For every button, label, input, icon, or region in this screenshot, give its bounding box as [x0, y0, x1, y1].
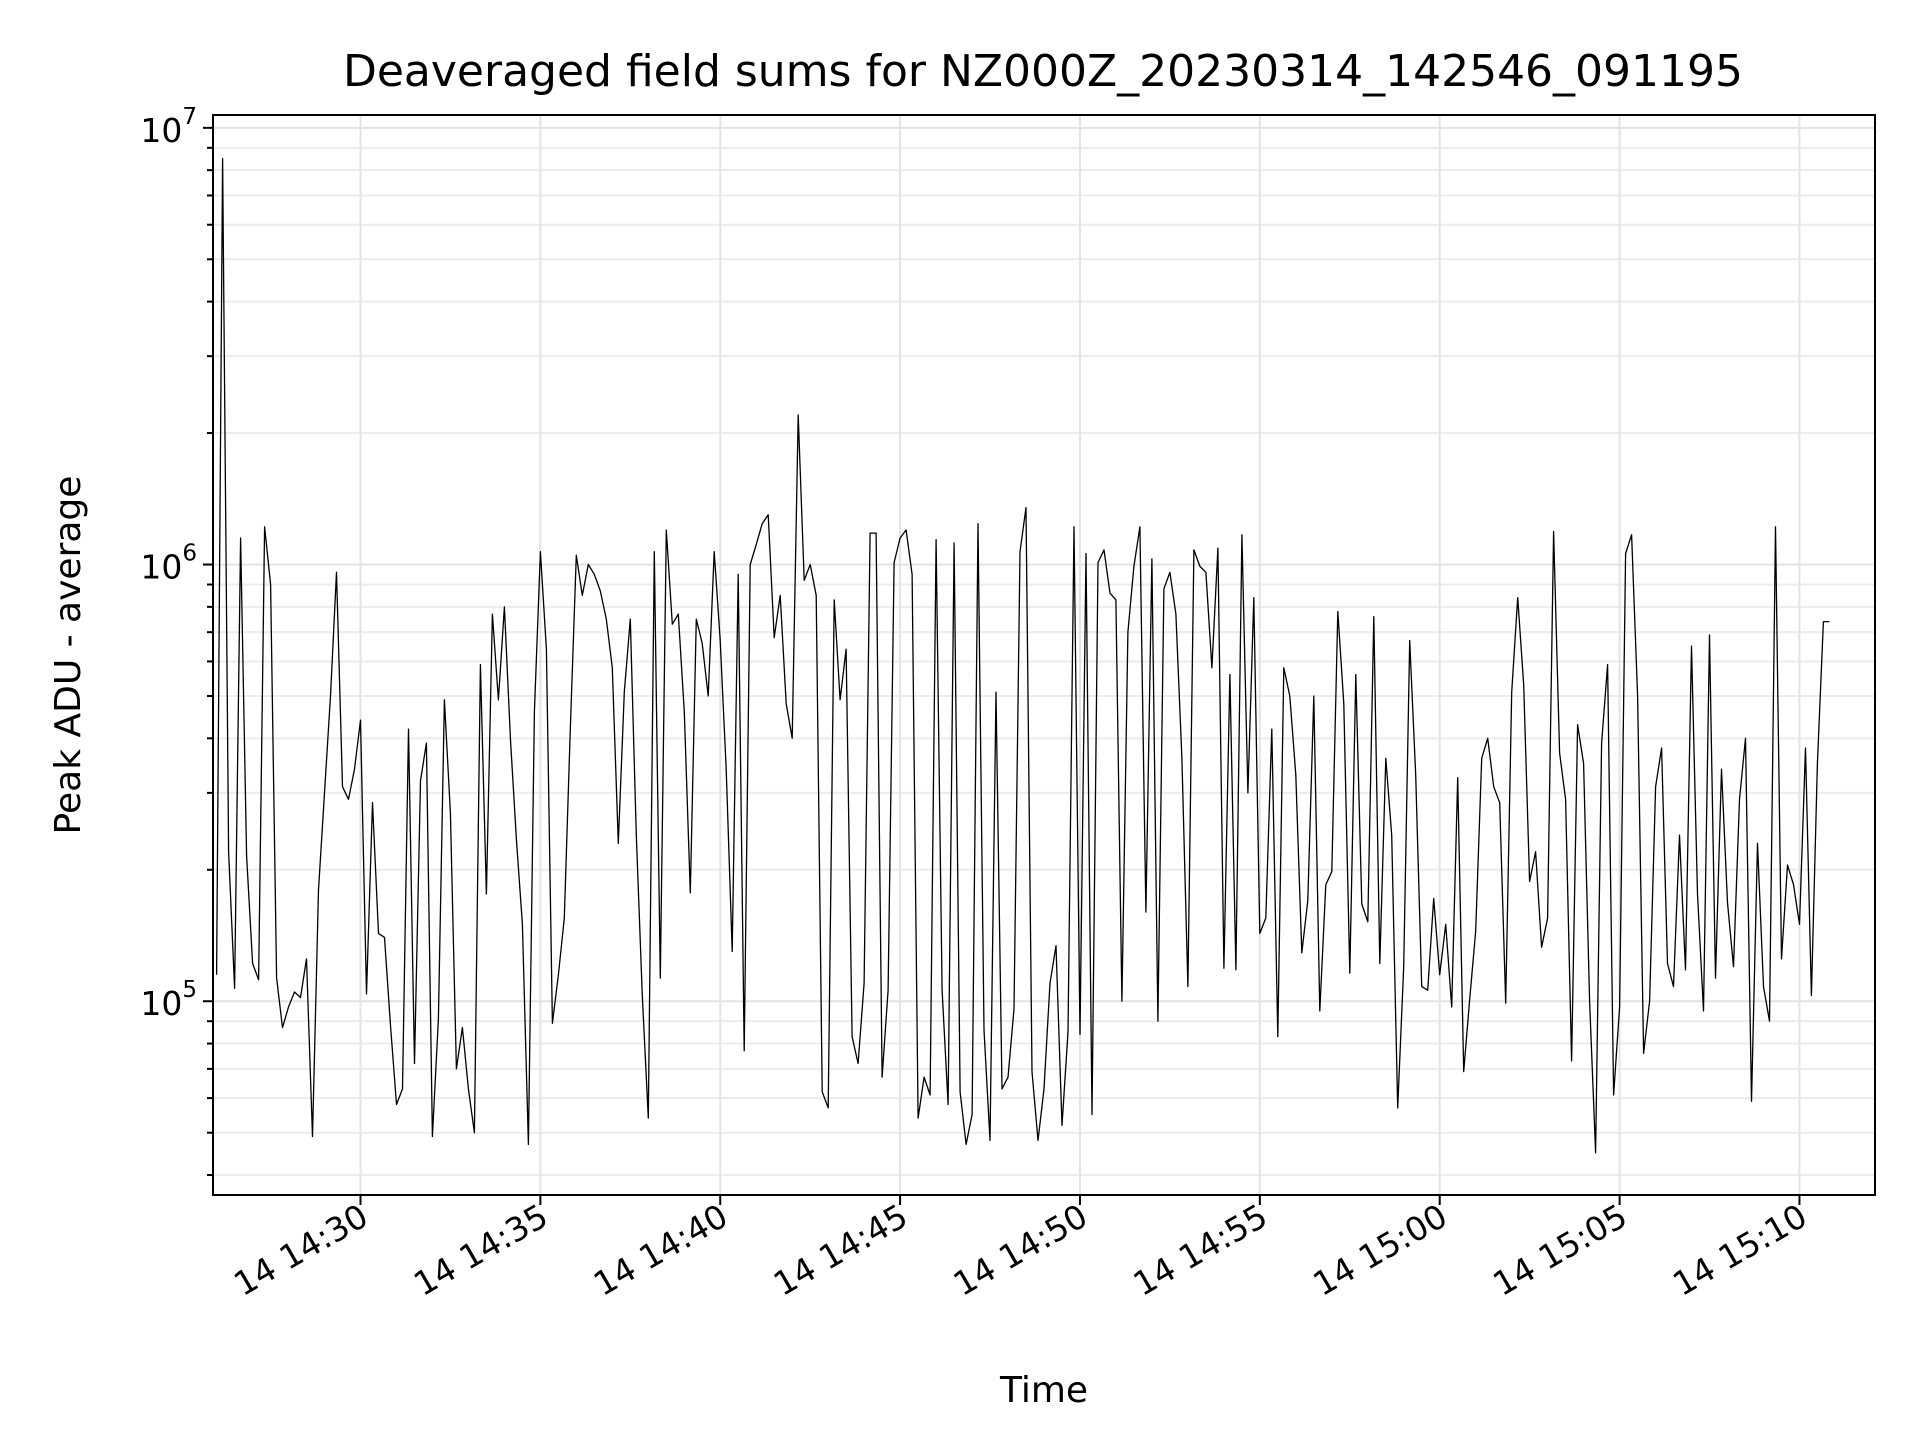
y-tick-label: 106: [140, 541, 197, 587]
y-tick-exponent: 7: [182, 104, 197, 130]
y-tick-base: 10: [140, 984, 182, 1023]
series-line-0: [215, 158, 1830, 1154]
y-tick-exponent: 6: [182, 541, 197, 567]
y-tick-label: 107: [140, 104, 197, 150]
plot-frame: [212, 114, 1876, 1196]
y-tick-base: 10: [140, 111, 182, 150]
y-tick-label: 105: [140, 977, 197, 1023]
x-axis-label: Time: [999, 1370, 1088, 1411]
y-tick-base: 10: [140, 548, 182, 587]
chart-title: Deaveraged field sums for NZ000Z_2023031…: [343, 46, 1743, 97]
y-tick-exponent: 5: [182, 977, 197, 1003]
y-axis-label: Peak ADU - average: [48, 476, 89, 835]
series-layer: [215, 158, 1830, 1154]
